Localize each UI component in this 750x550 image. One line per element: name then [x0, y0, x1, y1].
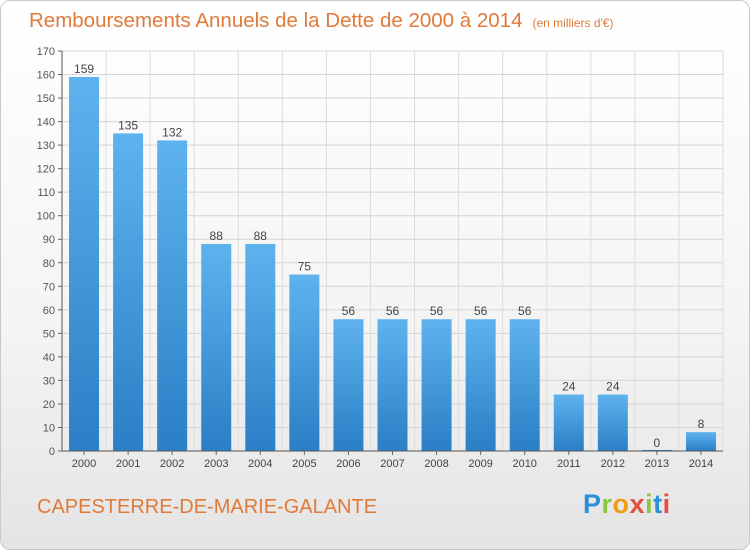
bar-2007	[377, 319, 408, 451]
data-label: 56	[386, 304, 400, 318]
x-tick-label: 2006	[336, 458, 360, 470]
x-tick-label: 2008	[424, 458, 448, 470]
x-tick-label: 2003	[204, 458, 228, 470]
y-tick-label: 20	[43, 399, 55, 411]
data-label: 159	[74, 62, 94, 76]
data-label: 75	[298, 260, 312, 274]
bar-2001	[113, 133, 144, 451]
x-tick-label: 2002	[160, 458, 184, 470]
chart-title: Remboursements Annuels de la Dette de 20…	[29, 9, 729, 33]
y-tick-label: 0	[49, 446, 55, 458]
data-label: 56	[518, 304, 532, 318]
y-tick-label: 30	[43, 375, 55, 387]
x-tick-label: 2010	[512, 458, 536, 470]
proxiti-logo: Proxiti	[583, 489, 671, 520]
data-label: 135	[118, 118, 138, 132]
bar-2000	[69, 76, 100, 451]
chart-subtitle: (en milliers d'€)	[532, 16, 614, 30]
y-tick-label: 120	[37, 164, 55, 176]
logo-letter: i	[645, 489, 654, 519]
logo-letter: o	[612, 489, 630, 519]
y-tick-label: 60	[43, 305, 55, 317]
data-label: 56	[342, 304, 356, 318]
bar-2014	[685, 432, 716, 451]
y-tick-label: 100	[37, 211, 55, 223]
logo-letter: x	[629, 489, 646, 519]
y-tick-label: 90	[43, 234, 55, 246]
bar-2012	[597, 394, 628, 451]
bar-2004	[245, 243, 276, 451]
y-tick-label: 50	[43, 328, 55, 340]
bar-2008	[421, 319, 452, 451]
y-tick-label: 160	[37, 70, 55, 82]
y-tick-label: 110	[37, 187, 55, 199]
logo-letter: t	[653, 489, 663, 519]
y-tick-label: 140	[37, 117, 55, 129]
bar-2005	[289, 274, 320, 451]
logo-letter: r	[601, 489, 613, 519]
x-tick-label: 2014	[689, 458, 713, 470]
data-label: 24	[606, 380, 620, 394]
bar-2002	[157, 140, 188, 452]
x-tick-label: 2005	[292, 458, 316, 470]
bar-2009	[465, 319, 496, 451]
data-label: 88	[210, 229, 224, 243]
bar-2003	[201, 243, 232, 451]
data-label: 56	[430, 304, 444, 318]
logo-letter: i	[662, 489, 671, 519]
bar-2006	[333, 319, 364, 451]
x-tick-label: 2007	[380, 458, 404, 470]
y-tick-label: 10	[43, 422, 55, 434]
x-tick-label: 2009	[468, 458, 492, 470]
location-name: CAPESTERRE-DE-MARIE-GALANTE	[37, 496, 378, 518]
data-label: 8	[698, 417, 705, 431]
bar-2011	[553, 394, 584, 451]
y-tick-label: 150	[37, 93, 55, 105]
data-label: 88	[254, 229, 268, 243]
y-tick-label: 70	[43, 281, 55, 293]
x-tick-label: 2012	[601, 458, 625, 470]
x-tick-label: 2004	[248, 458, 272, 470]
logo-letter: P	[583, 489, 602, 519]
bar-2010	[509, 319, 540, 451]
y-tick-label: 170	[37, 46, 55, 58]
x-tick-label: 2013	[645, 458, 669, 470]
data-label: 56	[474, 304, 488, 318]
data-label: 24	[562, 380, 576, 394]
x-tick-label: 2001	[116, 458, 140, 470]
y-tick-label: 40	[43, 352, 55, 364]
y-tick-label: 130	[37, 140, 55, 152]
data-label: 0	[654, 436, 661, 450]
y-tick-label: 80	[43, 258, 55, 270]
data-label: 132	[162, 125, 182, 139]
x-tick-label: 2000	[72, 458, 96, 470]
x-tick-label: 2011	[557, 458, 581, 470]
chart-title-text: Remboursements Annuels de la Dette de 20…	[29, 9, 523, 32]
